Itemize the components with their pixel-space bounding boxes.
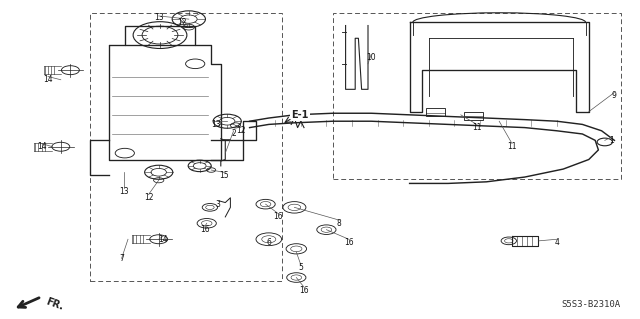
- Text: 7: 7: [119, 254, 124, 263]
- Text: 4: 4: [554, 238, 559, 247]
- Text: 5: 5: [298, 263, 303, 272]
- Text: 12: 12: [178, 18, 187, 27]
- Text: 1: 1: [609, 136, 614, 145]
- Text: 13: 13: [118, 187, 129, 196]
- Bar: [333, 13, 621, 179]
- Text: 12: 12: [144, 193, 153, 202]
- Text: 11: 11: [508, 142, 516, 151]
- Text: 2: 2: [231, 130, 236, 138]
- Text: 14: 14: [158, 235, 168, 244]
- Text: 6: 6: [266, 238, 271, 247]
- Text: 11: 11: [472, 123, 481, 132]
- Text: 13: 13: [211, 120, 221, 129]
- Text: 14: 14: [43, 75, 53, 84]
- Text: 16: 16: [344, 238, 354, 247]
- Bar: [464, 112, 483, 120]
- Text: 9: 9: [612, 91, 617, 100]
- Text: 16: 16: [299, 286, 309, 295]
- Text: 3: 3: [215, 200, 220, 209]
- Text: 13: 13: [154, 13, 164, 22]
- Text: 15: 15: [219, 171, 229, 180]
- Text: E-1: E-1: [291, 110, 308, 120]
- Bar: [90, 13, 282, 281]
- Text: S5S3-B2310A: S5S3-B2310A: [562, 300, 621, 309]
- Text: FR.: FR.: [45, 297, 65, 312]
- Text: 10: 10: [366, 53, 376, 62]
- Text: 12: 12: [236, 126, 245, 135]
- Text: 16: 16: [273, 212, 284, 221]
- Text: 16: 16: [200, 225, 210, 234]
- Text: 8: 8: [337, 219, 342, 228]
- Bar: [426, 108, 445, 116]
- Text: 14: 14: [36, 142, 47, 151]
